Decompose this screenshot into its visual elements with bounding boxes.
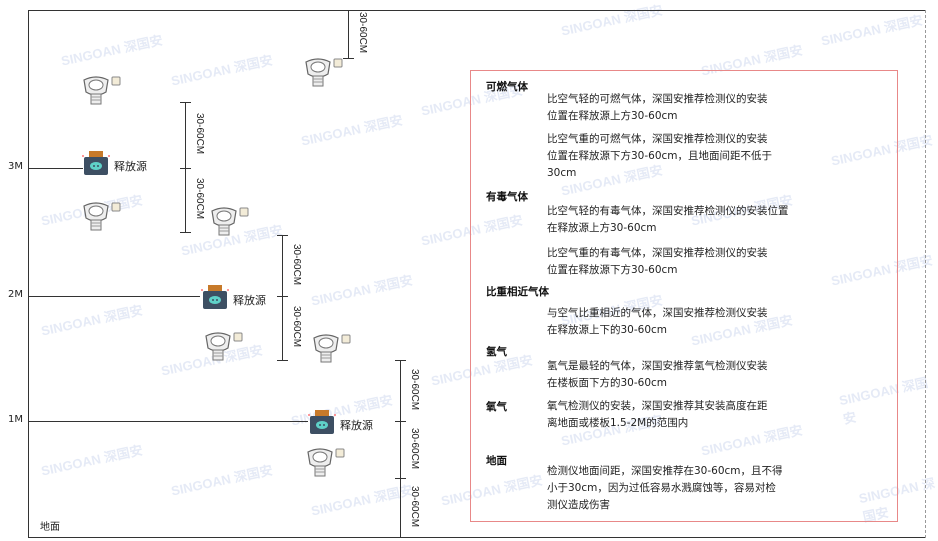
gas-detector-icon bbox=[302, 56, 346, 92]
gas-detector-icon bbox=[208, 205, 252, 241]
dimension-tick bbox=[180, 232, 191, 233]
gas-detector-icon bbox=[310, 332, 354, 368]
dimension-label: 30-60CM bbox=[409, 485, 420, 527]
dimension-label: 30-60CM bbox=[291, 243, 302, 285]
release-source-label: 释放源 bbox=[340, 419, 373, 432]
right-wall bbox=[925, 10, 926, 538]
watermark: SINGOAN 深国安 bbox=[59, 32, 164, 69]
release-source-icon bbox=[308, 409, 336, 439]
combustible-heavy-text: 比空气重的可燃气体，深国安推荐检测仪的安装 位置在释放源下方30-60cm，且地… bbox=[547, 133, 773, 179]
dimension-tick bbox=[395, 421, 406, 422]
similar-title: 比重相近气体 bbox=[486, 286, 549, 298]
watermark: SINGOAN 深国安 bbox=[169, 462, 274, 499]
top-line bbox=[28, 10, 925, 11]
watermark: SINGOAN 深国安 bbox=[39, 302, 144, 339]
watermark: SINGOAN 深国安 bbox=[299, 112, 404, 149]
dimension-tick bbox=[277, 296, 288, 297]
dimension-label: 30-60CM bbox=[194, 178, 205, 220]
level-1m-label: 1M bbox=[8, 414, 23, 425]
level-2m-line bbox=[28, 296, 200, 297]
gas-detector-icon bbox=[80, 200, 124, 236]
dimension-line bbox=[185, 168, 186, 232]
ground-label: 地面 bbox=[40, 522, 60, 533]
toxic-title: 有毒气体 bbox=[486, 191, 528, 203]
gas-detector-icon bbox=[80, 74, 124, 110]
combustible-light-text: 比空气轻的可燃气体，深国安推荐检测仪的安装 位置在释放源上方30-60cm bbox=[547, 93, 768, 122]
dimension-tick bbox=[395, 478, 406, 479]
hydrogen-title: 氢气 bbox=[486, 346, 507, 358]
dimension-line bbox=[282, 296, 283, 360]
watermark: SINGOAN 深国安 bbox=[559, 2, 664, 39]
ground-title: 地面 bbox=[486, 455, 507, 467]
left-wall bbox=[28, 10, 29, 538]
combustible-title: 可燃气体 bbox=[486, 81, 528, 93]
dimension-line bbox=[400, 360, 401, 421]
watermark: SINGOAN 深国安 bbox=[169, 52, 274, 89]
dimension-tick bbox=[343, 58, 354, 59]
dimension-tick bbox=[277, 235, 288, 236]
watermark: SINGOAN 深国安 bbox=[39, 442, 144, 479]
dimension-label: 30-60CM bbox=[409, 368, 420, 410]
watermark: SINGOAN 深国安 bbox=[309, 272, 414, 309]
recommendation-panel: 可燃气体 比空气轻的可燃气体，深国安推荐检测仪的安装 位置在释放源上方30-60… bbox=[470, 70, 898, 522]
dimension-line bbox=[282, 235, 283, 296]
level-2m-label: 2M bbox=[8, 289, 23, 300]
dimension-tick bbox=[343, 10, 354, 11]
toxic-light-text: 比空气轻的有毒气体，深国安推荐检测仪的安装位置 在释放源上方30-60cm bbox=[547, 205, 789, 234]
release-source-icon bbox=[201, 284, 229, 314]
gas-detector-icon bbox=[304, 446, 348, 482]
dimension-line bbox=[348, 10, 349, 58]
oxygen-text: 氧气检测仪的安装，深国安推荐其安装高度在距 离地面或楼板1.5-2M的范围内 bbox=[547, 400, 768, 429]
dimension-label: 30-60CM bbox=[409, 427, 420, 469]
similar-text: 与空气比重相近的气体，深国安推荐检测仪安装 在释放源上下的30-60cm bbox=[547, 307, 768, 336]
oxygen-title: 氧气 bbox=[486, 401, 507, 413]
release-source-label: 释放源 bbox=[114, 160, 147, 173]
dimension-label: 30-60CM bbox=[357, 12, 368, 54]
dimension-tick bbox=[180, 102, 191, 103]
dimension-label: 30-60CM bbox=[291, 306, 302, 348]
watermark: SINGOAN 深国安 bbox=[309, 482, 414, 519]
ground-text: 检测仪地面间距，深国安推荐在30-60cm，且不得 小于30cm，因为过低容易水… bbox=[547, 465, 783, 511]
dimension-label: 30-60CM bbox=[194, 113, 205, 155]
gas-detector-icon bbox=[202, 330, 246, 366]
toxic-heavy-text: 比空气重的有毒气体，深国安推荐检测仪的安装 位置在释放源下方30-60cm bbox=[547, 247, 768, 276]
dimension-tick bbox=[395, 537, 406, 538]
dimension-tick bbox=[277, 360, 288, 361]
level-3m-label: 3M bbox=[8, 161, 23, 172]
watermark: SINGOAN 深国安 bbox=[819, 12, 924, 49]
dimension-line bbox=[400, 421, 401, 478]
release-source-icon bbox=[82, 150, 110, 180]
release-source-label: 释放源 bbox=[233, 294, 266, 307]
level-1m-line bbox=[28, 421, 308, 422]
level-3m-line bbox=[28, 168, 83, 169]
dimension-line bbox=[185, 102, 186, 168]
dimension-tick bbox=[180, 168, 191, 169]
floor-line bbox=[28, 537, 925, 538]
dimension-line bbox=[400, 478, 401, 537]
dimension-tick bbox=[395, 360, 406, 361]
hydrogen-text: 氢气是最轻的气体，深国安推荐氢气检测仪安装 在楼板面下方的30-60cm bbox=[547, 360, 768, 389]
